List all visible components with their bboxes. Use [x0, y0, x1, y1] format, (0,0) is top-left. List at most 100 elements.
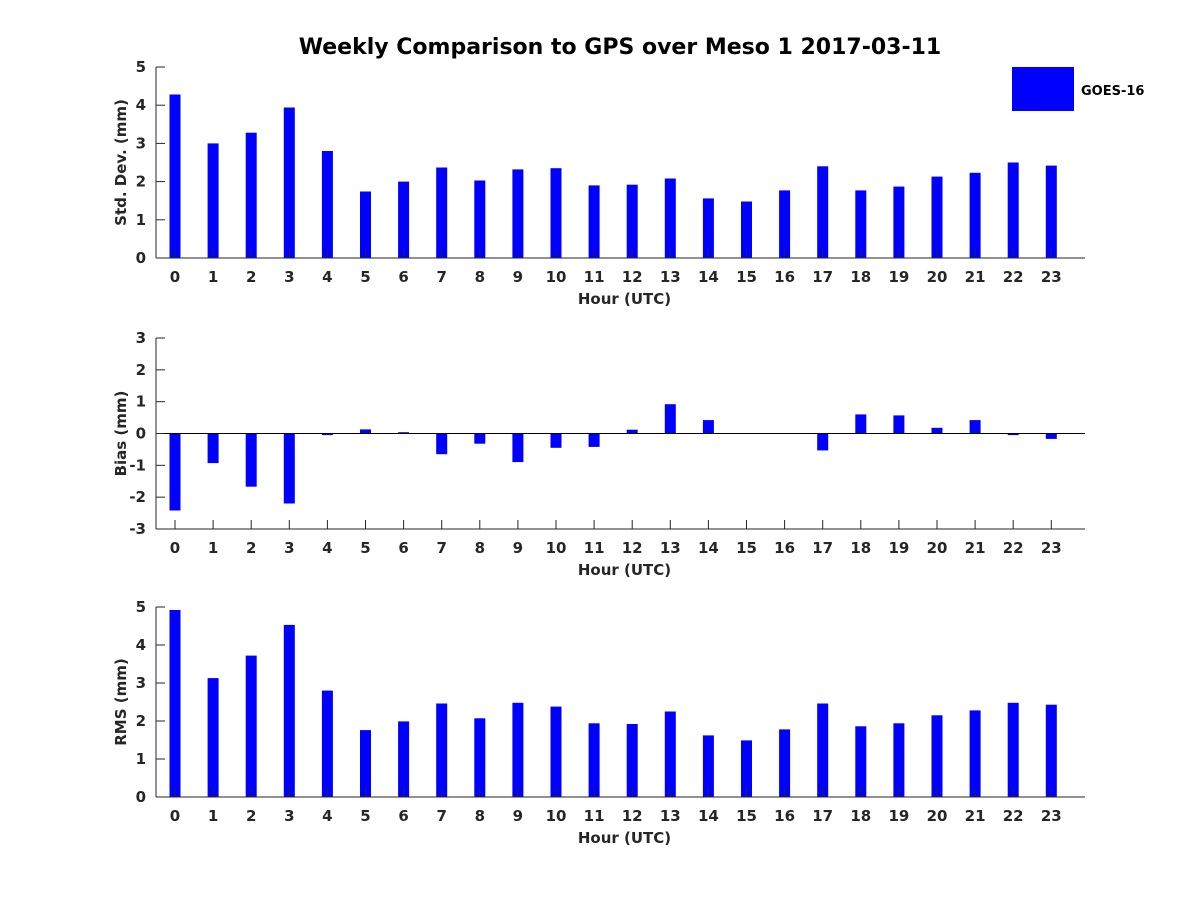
x-tick-label: 8: [475, 807, 485, 825]
bar-hour-1: [207, 143, 219, 258]
x-tick-label: 4: [322, 539, 332, 557]
bar-hour-5: [360, 191, 371, 258]
x-axis-label: Hour (UTC): [578, 290, 671, 308]
x-tick-label: 1: [208, 539, 218, 557]
bar-hour-2: [245, 655, 257, 797]
bar-hour-17: [817, 703, 829, 797]
bar-hour-7: [436, 433, 448, 455]
y-tick-label: -3: [129, 520, 146, 538]
x-tick-label: 9: [513, 539, 523, 557]
bar-hour-21: [969, 420, 981, 434]
bar-hour-3: [283, 433, 295, 504]
x-tick-label: 7: [436, 268, 446, 286]
bar-hour-8: [474, 180, 486, 258]
bar-hour-14: [702, 735, 714, 797]
bar-hour-1: [207, 433, 219, 464]
x-tick-label: 14: [698, 539, 719, 557]
bar-hour-19: [893, 723, 905, 797]
x-tick-label: 9: [513, 807, 523, 825]
x-tick-label: 11: [584, 807, 605, 825]
bar-hour-13: [664, 404, 676, 434]
y-tick-label: 0: [136, 425, 146, 443]
x-tick-label: 6: [398, 268, 408, 286]
bar-hour-4: [321, 690, 333, 797]
bar-hour-22: [1007, 162, 1019, 258]
bar-hour-23: [1045, 704, 1057, 797]
bar-hour-20: [931, 176, 943, 258]
bar-hour-19: [893, 186, 905, 258]
x-tick-label: 3: [284, 539, 294, 557]
legend-label: GOES-16: [1081, 84, 1144, 99]
y-tick-label: 1: [136, 750, 146, 768]
x-tick-label: 3: [284, 807, 294, 825]
x-tick-label: 23: [1041, 807, 1062, 825]
x-tick-label: 18: [850, 807, 871, 825]
x-tick-label: 23: [1041, 268, 1062, 286]
bar-hour-12: [626, 184, 638, 258]
bar-hour-12: [626, 429, 638, 434]
bar-hour-7: [436, 703, 448, 797]
y-tick-label: 5: [136, 598, 146, 616]
bar-hour-9: [512, 433, 524, 463]
x-tick-label: 1: [208, 268, 218, 286]
x-tick-label: 11: [584, 268, 605, 286]
x-tick-label: 8: [475, 268, 485, 286]
y-tick-label: 2: [136, 173, 146, 191]
bar-hour-14: [702, 420, 714, 434]
bar-hour-1: [207, 678, 219, 797]
x-tick-label: 18: [850, 539, 871, 557]
bar-hour-20: [931, 427, 943, 434]
x-tick-label: 6: [398, 539, 408, 557]
x-axis-label: Hour (UTC): [578, 829, 671, 847]
bar-hour-11: [588, 433, 600, 447]
bar-hour-12: [626, 724, 638, 797]
bar-hour-22: [1007, 702, 1019, 797]
bar-hour-16: [779, 190, 791, 258]
bar-hour-9: [512, 702, 524, 797]
x-tick-label: 23: [1041, 539, 1062, 557]
x-tick-label: 15: [736, 268, 757, 286]
x-tick-label: 10: [546, 268, 567, 286]
x-tick-label: 18: [850, 268, 871, 286]
x-tick-label: 20: [927, 539, 948, 557]
y-axis-label: Std. Dev. (mm): [112, 99, 130, 226]
bar-hour-18: [855, 414, 867, 434]
x-tick-label: 19: [888, 268, 909, 286]
bar-hour-13: [664, 711, 676, 797]
x-tick-label: 5: [360, 268, 370, 286]
bar-hour-3: [283, 624, 295, 797]
bar-hour-23: [1045, 165, 1057, 258]
x-tick-label: 20: [927, 268, 948, 286]
legend: GOES-16: [1012, 67, 1144, 111]
x-tick-label: 19: [888, 539, 909, 557]
x-tick-label: 0: [170, 268, 180, 286]
y-tick-label: 0: [136, 249, 146, 267]
bar-hour-22: [1007, 433, 1019, 436]
bar-hour-17: [817, 433, 829, 451]
bar-hour-9: [512, 169, 524, 258]
y-axis-label: RMS (mm): [112, 658, 130, 745]
x-tick-label: 13: [660, 268, 681, 286]
x-axis-label: Hour (UTC): [578, 561, 671, 579]
bar-hour-21: [969, 172, 981, 258]
y-tick-label: 1: [136, 211, 146, 229]
x-tick-label: 12: [622, 807, 643, 825]
bar-hour-13: [664, 178, 676, 258]
x-tick-label: 17: [812, 807, 833, 825]
x-tick-label: 0: [170, 807, 180, 825]
x-tick-label: 2: [246, 539, 256, 557]
x-tick-label: 7: [436, 807, 446, 825]
y-tick-label: 2: [136, 712, 146, 730]
bar-hour-3: [283, 107, 295, 258]
x-tick-label: 6: [398, 807, 408, 825]
y-tick-label: 4: [136, 96, 146, 114]
x-tick-label: 17: [812, 268, 833, 286]
y-tick-label: 2: [136, 361, 146, 379]
bar-hour-5: [360, 429, 371, 434]
bar-hour-10: [550, 706, 562, 797]
bar-hour-5: [360, 730, 371, 797]
bar-hour-4: [321, 433, 333, 436]
bar-hour-15: [741, 740, 752, 797]
